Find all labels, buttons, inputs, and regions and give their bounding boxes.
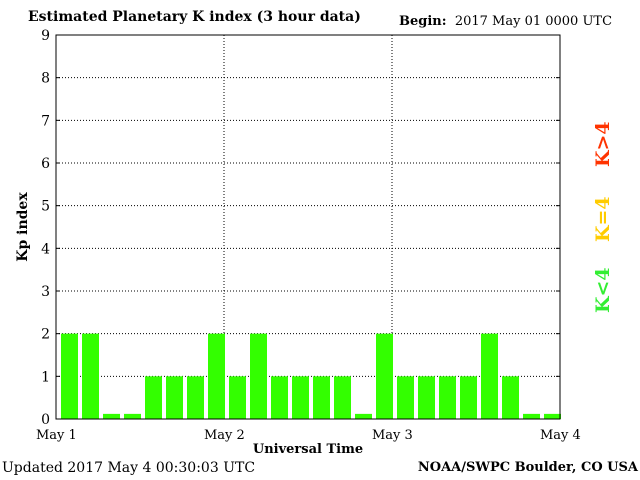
kp-bar [544,413,561,419]
legend-k-above-4: K>4 [592,121,614,167]
kp-bar [355,413,372,419]
chart-title: Estimated Planetary K index (3 hour data… [28,9,361,25]
source-credit: NOAA/SWPC Boulder, CO USA [417,460,638,475]
kp-bar [61,333,78,419]
kp-bar [460,376,477,419]
y-axis-label: Kp index [15,192,31,262]
begin-value: 2017 May 01 0000 UTC [454,14,613,29]
kp-bar [208,333,225,419]
kp-bar [439,376,456,419]
grid-lines [56,35,560,419]
y-tick-label: 0 [41,412,50,428]
kp-bar [103,413,120,419]
kp-bar [397,376,414,419]
kp-bar [523,413,540,419]
x-tick-labels: May 1 May 2 May 3 May 4 [36,428,581,443]
kp-bar [229,376,246,419]
bars [61,333,561,419]
kp-bar [376,333,393,419]
y-tick-labels: 0 1 2 3 4 5 6 7 8 9 [41,28,50,428]
kp-bar [292,376,309,419]
y-tick-label: 5 [41,199,50,215]
y-tick-label: 4 [41,241,50,257]
x-axis-label: Universal Time [253,442,363,457]
kp-bar [481,333,498,419]
updated-timestamp: Updated 2017 May 4 00:30:03 UTC [2,460,256,476]
y-tick-label: 7 [41,113,50,129]
x-tick-label: May 4 [540,428,581,443]
axis-ticks [56,34,560,420]
begin-label: Begin: [399,14,447,29]
kp-bar [313,376,330,419]
x-tick-label: May 3 [372,428,413,443]
y-tick-label: 1 [41,369,50,385]
legend-k-below-4: K<4 [592,267,614,313]
kp-bar [334,376,351,419]
kp-bar [502,376,519,419]
kp-bar [187,376,204,419]
y-tick-label: 2 [41,327,50,343]
x-tick-label: May 1 [36,428,77,443]
begin-timestamp: Begin: 2017 May 01 0000 UTC [399,14,612,29]
legend-k-equal-4: K=4 [592,196,614,242]
kp-bar [145,376,162,419]
kp-bar [124,413,141,419]
y-tick-label: 3 [41,284,50,300]
x-tick-label: May 2 [204,428,245,443]
kp-bar [250,333,267,419]
y-tick-label: 6 [41,156,50,172]
y-tick-label: 8 [41,71,50,87]
y-tick-label: 9 [41,28,50,44]
plot-frame [55,34,561,420]
kp-bar [82,333,99,419]
kp-bar [166,376,183,419]
kp-bar [418,376,435,419]
kp-bar [271,376,288,419]
